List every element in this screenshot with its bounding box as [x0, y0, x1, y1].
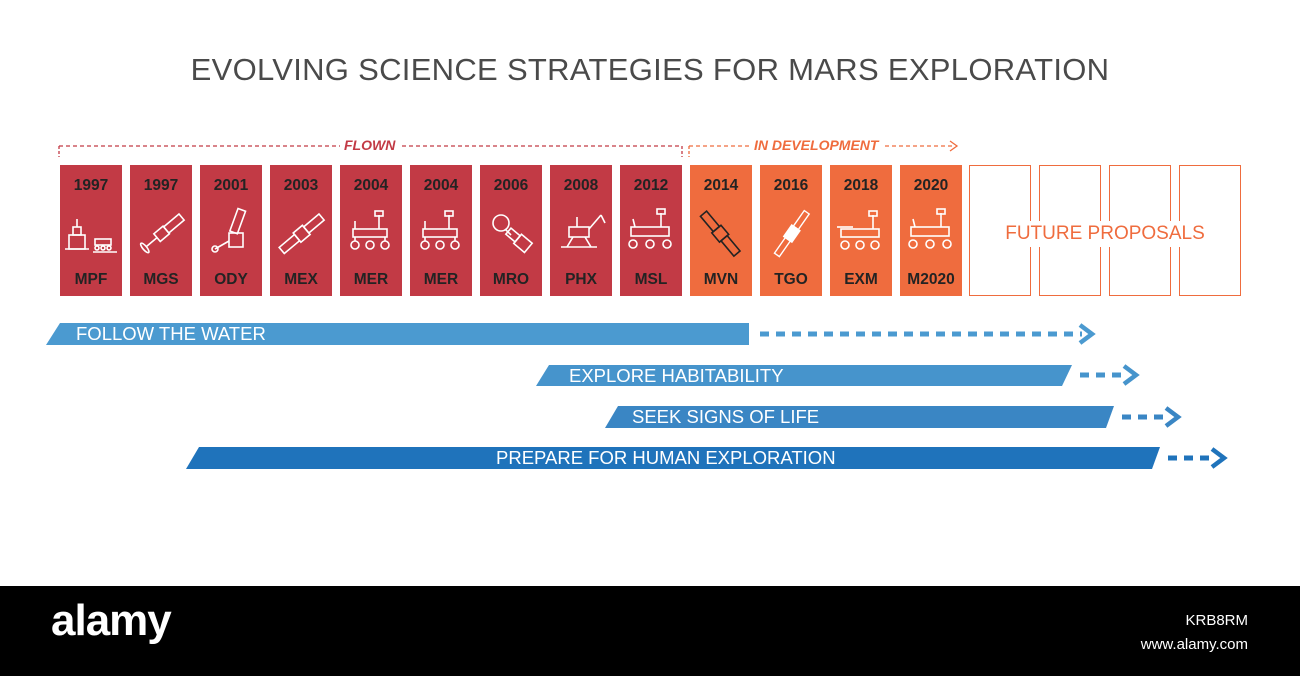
- mission-code: MRO: [492, 271, 530, 288]
- mission-tile: 2008 PHX: [550, 165, 612, 296]
- mission-year: 2012: [633, 177, 669, 194]
- mission-code: ODY: [214, 271, 248, 288]
- footer-url: www.alamy.com: [1140, 636, 1248, 653]
- mission-code: MGS: [143, 271, 179, 288]
- mission-code: MER: [423, 271, 459, 288]
- rover-icon: [628, 208, 672, 249]
- mission-year: 1997: [143, 177, 179, 194]
- rover-icon: [837, 210, 880, 250]
- mission-tile: 2004 MER: [410, 165, 472, 296]
- mission-code: M2020: [907, 271, 955, 288]
- mission-year: 2004: [353, 177, 389, 194]
- strategy-label: EXPLORE HABITABILITY: [569, 365, 784, 386]
- orbiter-icon: [699, 210, 742, 258]
- footer-bar: alamy KRB8RM www.alamy.com: [0, 586, 1300, 676]
- strategy-bar-prepare-for-human-exploration: [186, 447, 1160, 469]
- mission-tile: 2006 MRO: [480, 165, 542, 296]
- strategy-label: PREPARE FOR HUMAN EXPLORATION: [496, 447, 836, 468]
- mission-year: 2020: [913, 177, 949, 194]
- mission-tile: 2016 TGO: [760, 165, 822, 296]
- group-brackets: [58, 140, 959, 157]
- diagram-title: EVOLVING SCIENCE STRATEGIES FOR MARS EXP…: [190, 52, 1110, 87]
- mission-code: MVN: [703, 271, 739, 288]
- rover-icon: [908, 208, 952, 249]
- strategy-label: FOLLOW THE WATER: [76, 323, 266, 344]
- mission-code: MER: [353, 271, 389, 288]
- mission-code: TGO: [774, 271, 808, 288]
- mission-tile: 2014 MVN: [690, 165, 752, 296]
- strategy-arrowhead-prepare-for-human-exploration: [1210, 447, 1228, 469]
- footer-image-id: KRB8RM: [1185, 612, 1248, 629]
- mission-tile: 2003 MEX: [270, 165, 332, 296]
- mission-code: MPF: [74, 271, 108, 288]
- dev-arrow-head: [949, 140, 959, 152]
- strategy-bars: [46, 323, 1228, 469]
- rover-icon: [420, 210, 460, 250]
- strategy-bar-explore-habitability: [536, 365, 1072, 386]
- mission-code: MSL: [634, 271, 668, 288]
- mission-tile: 2001 ODY: [200, 165, 262, 296]
- orbiter-icon: [773, 209, 811, 258]
- mission-year: 2014: [703, 177, 739, 194]
- orbiter-icon: [492, 214, 534, 254]
- mission-tile: 2012 MSL: [620, 165, 682, 296]
- mission-year: 2016: [773, 177, 809, 194]
- mission-tile: 2020 M2020: [900, 165, 962, 296]
- flown-label: FLOWN: [340, 137, 400, 153]
- strategy-arrowhead-seek-signs-of-life: [1164, 406, 1182, 428]
- strategy-bar-follow-the-water: [46, 323, 749, 345]
- mission-year: 2003: [283, 177, 319, 194]
- strategy-bar-seek-signs-of-life: [605, 406, 1114, 428]
- orbiter-icon: [211, 207, 247, 253]
- mission-code: EXM: [844, 271, 878, 288]
- lander-rover-icon: [65, 219, 117, 253]
- future-proposals-label: FUTURE PROPOSALS: [970, 221, 1240, 247]
- mission-year: 2006: [493, 177, 529, 194]
- orbiter-icon: [278, 212, 326, 255]
- strategy-label: SEEK SIGNS OF LIFE: [632, 406, 820, 427]
- lander-icon: [561, 214, 606, 248]
- in-development-label: IN DEVELOPMENT: [750, 137, 883, 153]
- footer-logo: alamy: [51, 596, 172, 645]
- strategy-arrowhead-follow-the-water: [1078, 323, 1096, 345]
- mission-year: 2008: [563, 177, 599, 194]
- strategy-arrowhead-explore-habitability: [1122, 364, 1140, 386]
- orbiter-icon: [139, 212, 186, 254]
- rover-icon: [350, 210, 390, 250]
- mission-tile: 2004 MER: [340, 165, 402, 296]
- mission-year: 2018: [843, 177, 879, 194]
- mission-tile: 1997 MPF: [60, 165, 122, 296]
- mission-year: 1997: [73, 177, 109, 194]
- mission-year: 2001: [213, 177, 249, 194]
- mission-year: 2004: [423, 177, 459, 194]
- mission-code: MEX: [284, 271, 318, 288]
- mission-tile: 1997 MGS: [130, 165, 192, 296]
- mission-code: PHX: [565, 271, 597, 288]
- mission-tile: 2018 EXM: [830, 165, 892, 296]
